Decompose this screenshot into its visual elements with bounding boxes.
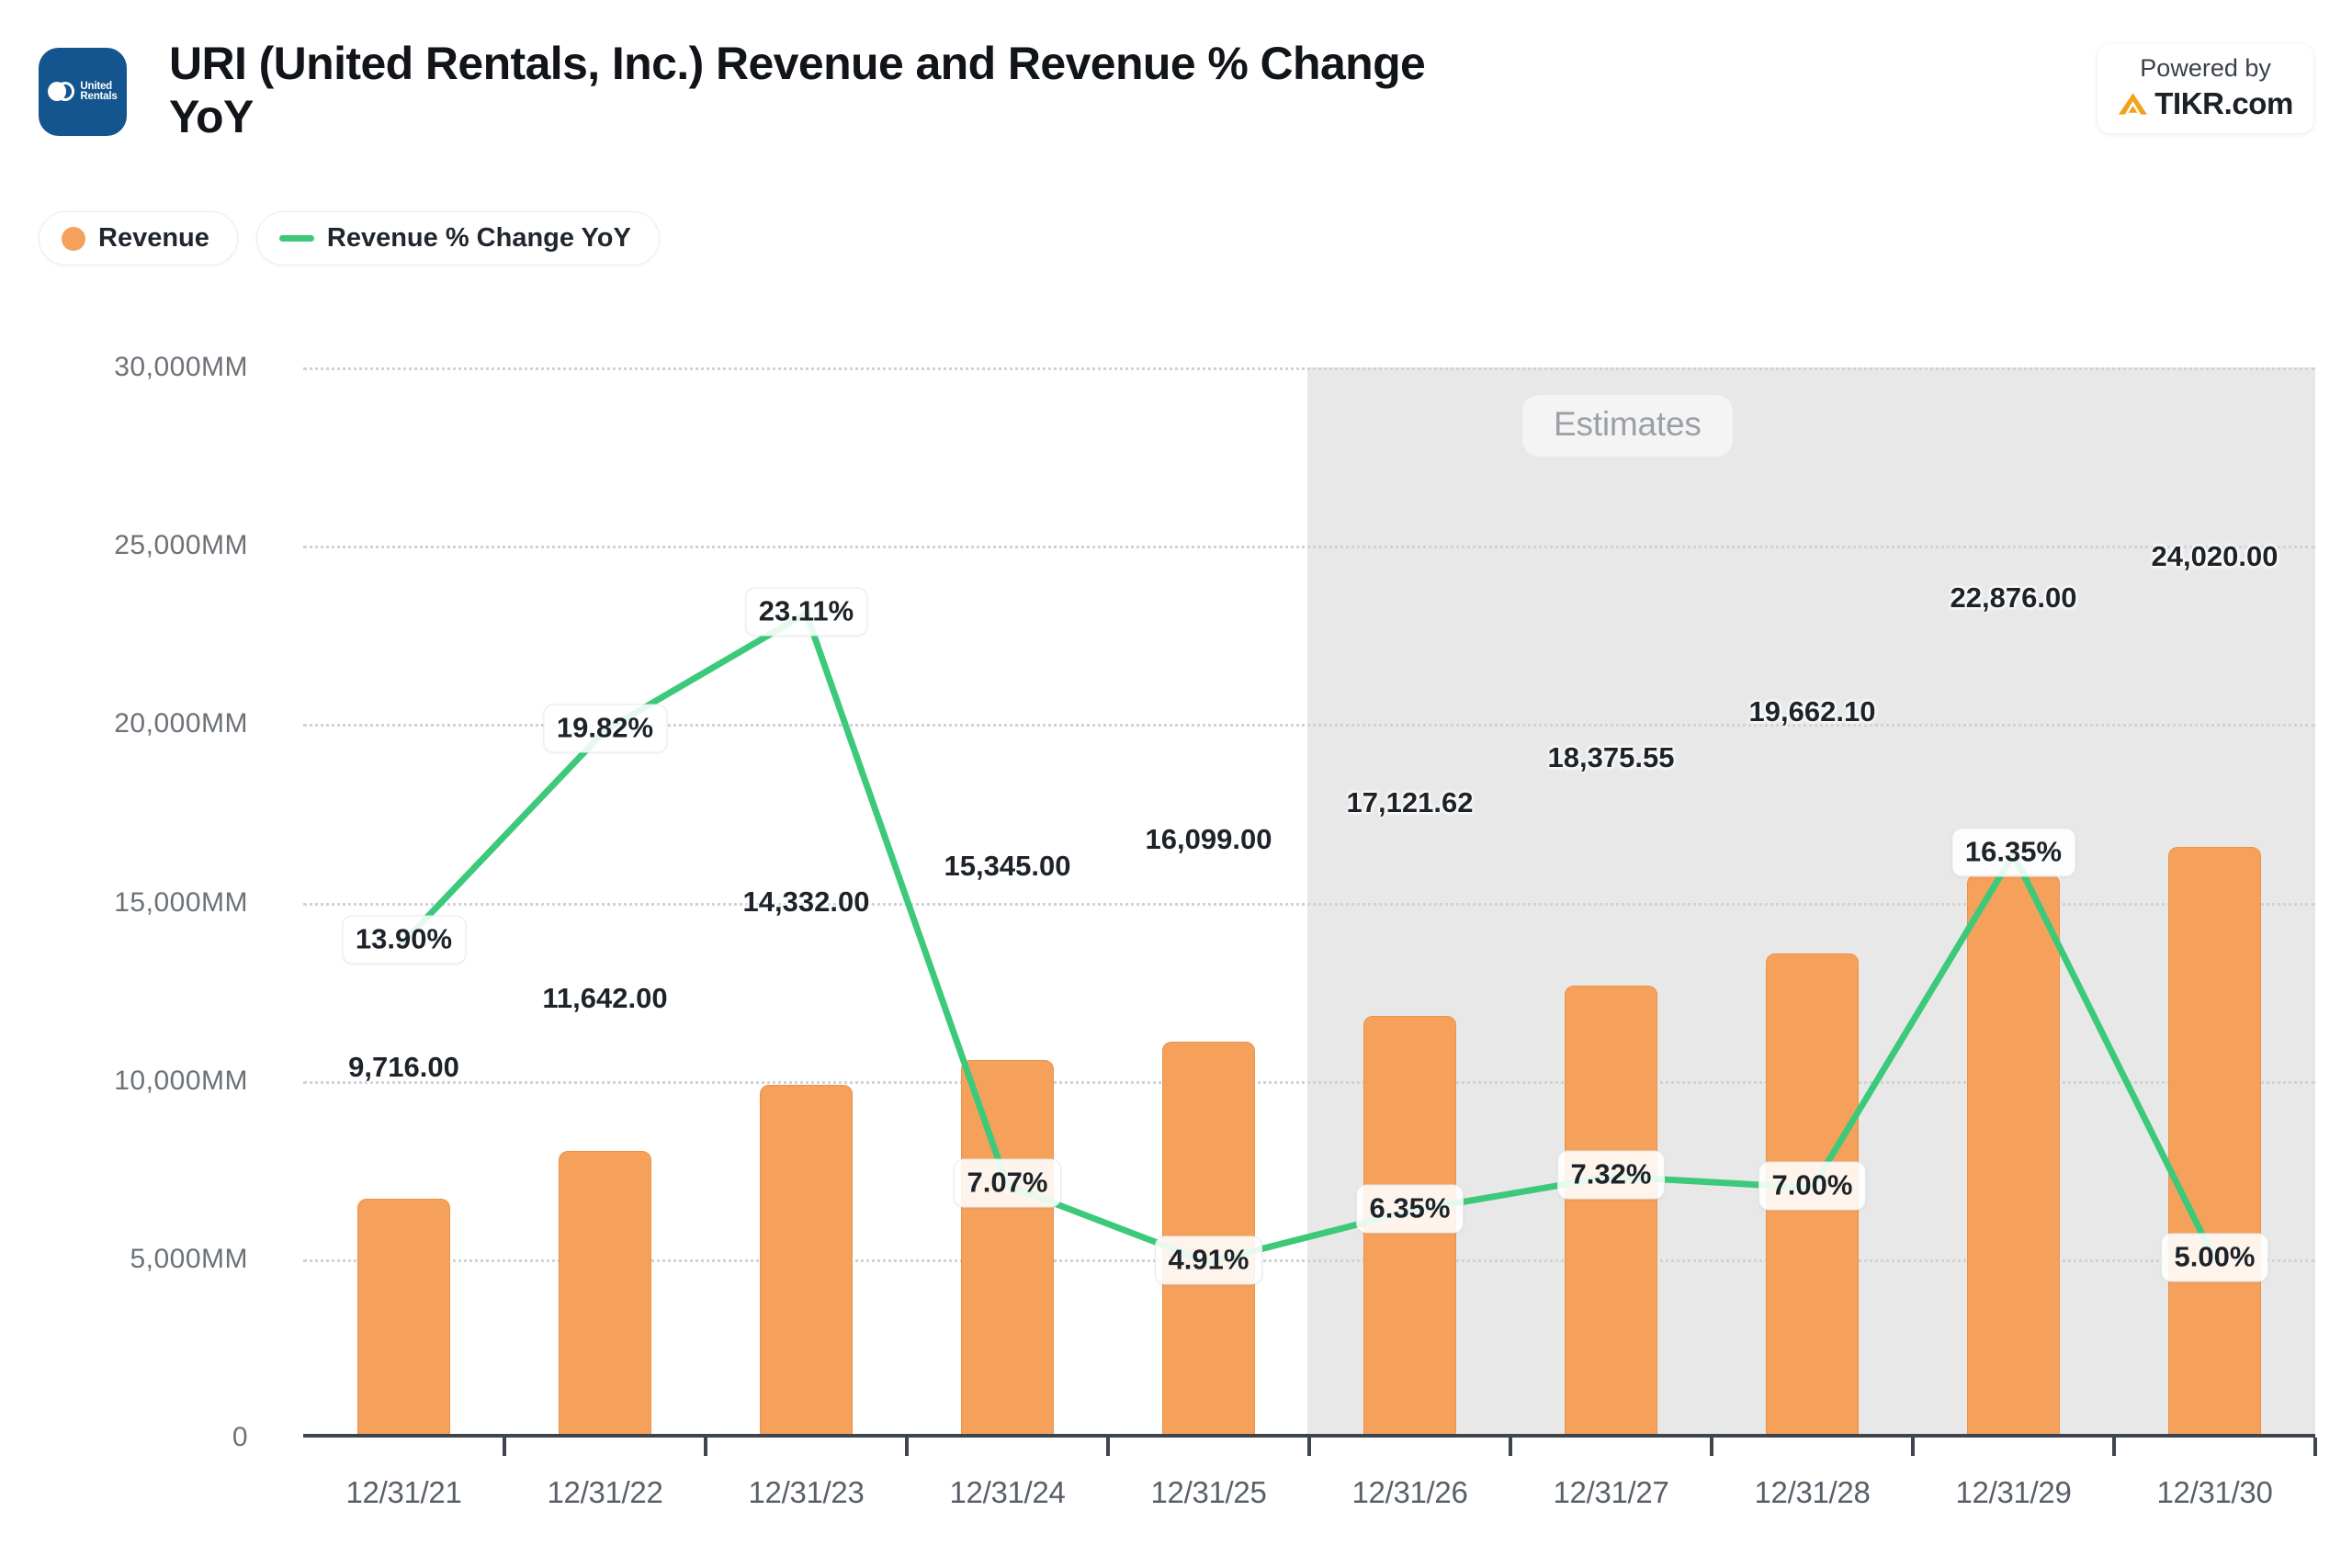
- bar-value-label: 18,375.55: [1547, 741, 1675, 774]
- y-axis-label: 25,000MM: [114, 530, 248, 561]
- gridline: [303, 367, 2315, 370]
- x-axis-tick: [2313, 1438, 2317, 1456]
- gridline: [303, 902, 2315, 906]
- pct-change-label: 19.82%: [542, 704, 668, 753]
- legend-item-revenue-pct-change[interactable]: Revenue % Change YoY: [255, 211, 660, 265]
- logo-word-bottom: Rentals: [80, 91, 118, 102]
- logo-word-top: United: [80, 80, 112, 92]
- bar-value-label: 24,020.00: [2151, 540, 2278, 573]
- powered-by-label: Powered by: [2140, 54, 2271, 82]
- logo-rings-icon: [48, 82, 75, 102]
- x-axis-tick: [1106, 1438, 1110, 1456]
- bar-value-label: 14,332.00: [742, 886, 870, 919]
- united-rentals-logo: United Rentals: [39, 48, 127, 136]
- bar[interactable]: [1565, 985, 1657, 1438]
- x-axis-label: 12/31/30: [2156, 1475, 2273, 1509]
- x-axis-line: [303, 1434, 2315, 1438]
- revenue-pct-change-line: [401, 610, 2218, 1266]
- y-axis-label: 5,000MM: [130, 1243, 248, 1274]
- x-axis-tick: [905, 1438, 909, 1456]
- pct-change-label: 13.90%: [341, 915, 467, 964]
- x-axis-label: 12/31/29: [1955, 1475, 2072, 1509]
- bar[interactable]: [1967, 874, 2060, 1438]
- chart-legend: Revenue Revenue % Change YoY: [39, 211, 660, 265]
- gridline: [303, 724, 2315, 728]
- bar-value-label: 17,121.62: [1346, 786, 1474, 819]
- x-axis-label: 12/31/25: [1150, 1475, 1267, 1509]
- bar[interactable]: [2168, 846, 2261, 1438]
- x-axis-tick: [1307, 1438, 1311, 1456]
- pct-change-label: 4.91%: [1154, 1235, 1263, 1285]
- bar[interactable]: [559, 1151, 651, 1438]
- chart-header: United Rentals URI (United Rentals, Inc.…: [0, 0, 2352, 188]
- line-path: [401, 610, 2218, 1266]
- estimates-badge: Estimates: [1522, 395, 1733, 457]
- revenue-pct-change-marker-icon: [278, 235, 314, 242]
- bar[interactable]: [357, 1198, 450, 1438]
- bar-value-label: 19,662.10: [1748, 695, 1876, 728]
- y-axis-label: 15,000MM: [114, 886, 248, 918]
- x-axis-label: 12/31/28: [1754, 1475, 1871, 1509]
- legend-label-revenue: Revenue: [98, 223, 209, 253]
- x-axis-label: 12/31/22: [547, 1475, 663, 1509]
- y-axis-label: 10,000MM: [114, 1065, 248, 1096]
- pct-change-label: 6.35%: [1355, 1184, 1464, 1234]
- y-axis-label: 30,000MM: [114, 352, 248, 382]
- bar-value-label: 15,345.00: [944, 850, 1071, 883]
- legend-item-revenue[interactable]: Revenue: [39, 211, 238, 265]
- x-axis-tick: [1509, 1438, 1512, 1456]
- pct-change-label: 7.07%: [953, 1158, 1062, 1208]
- x-axis-label: 12/31/27: [1553, 1475, 1669, 1509]
- pct-change-label: 16.35%: [1951, 828, 2076, 877]
- bar-value-label: 9,716.00: [348, 1050, 459, 1083]
- x-axis-tick: [1911, 1438, 1915, 1456]
- x-axis-label: 12/31/26: [1351, 1475, 1468, 1509]
- x-axis-label: 12/31/24: [949, 1475, 1066, 1509]
- brand-name: TIKR.com: [2154, 85, 2293, 120]
- gridline: [303, 546, 2315, 549]
- revenue-marker-icon: [62, 226, 85, 251]
- bar-value-label: 22,876.00: [1950, 581, 2077, 614]
- x-axis-tick: [1710, 1438, 1713, 1456]
- y-axis-label: 20,000MM: [114, 708, 248, 739]
- tikr-triangle-icon: [2119, 93, 2148, 115]
- x-axis-tick: [2112, 1438, 2116, 1456]
- pct-change-label: 5.00%: [2160, 1233, 2269, 1282]
- gridline: [303, 1080, 2315, 1084]
- x-axis-label: 12/31/23: [748, 1475, 865, 1509]
- y-axis-label: 0: [232, 1422, 248, 1452]
- pct-change-label: 7.00%: [1758, 1161, 1867, 1211]
- plot-area: Estimates 9,716.00 11,642.00 14,332.00 15,3…: [114, 352, 2317, 1509]
- x-axis-tick: [503, 1438, 506, 1456]
- page-title: URI (United Rentals, Inc.) Revenue and R…: [169, 38, 1426, 142]
- pct-change-label: 7.32%: [1556, 1150, 1666, 1200]
- bar-value-label: 11,642.00: [542, 981, 668, 1014]
- gridline: [303, 1258, 2315, 1262]
- legend-label-revenue-pct-change: Revenue % Change YoY: [326, 223, 631, 253]
- powered-by-badge[interactable]: Powered by TIKR.com: [2098, 44, 2313, 133]
- x-axis-label: 12/31/21: [345, 1475, 462, 1509]
- pct-change-label: 23.11%: [744, 587, 868, 637]
- bar[interactable]: [760, 1085, 853, 1438]
- bar-value-label: 16,099.00: [1145, 822, 1272, 855]
- bar[interactable]: [961, 1059, 1054, 1438]
- chart-area: Estimates 9,716.00 11,642.00 14,332.00 15,3…: [0, 342, 2352, 1509]
- x-axis-tick: [704, 1438, 707, 1456]
